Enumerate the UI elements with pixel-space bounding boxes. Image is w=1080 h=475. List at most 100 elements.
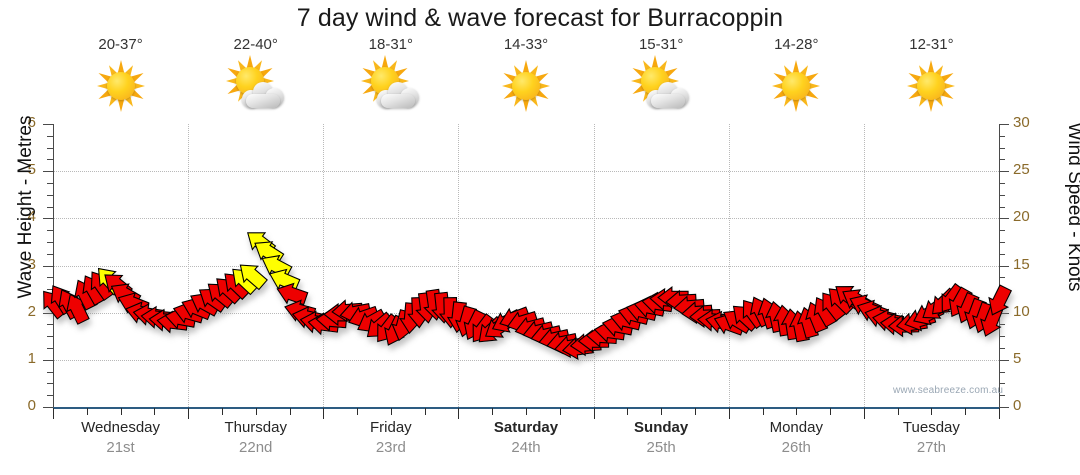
sun-icon — [93, 58, 149, 114]
right-minor-tick — [999, 300, 1005, 302]
day-header: 12-31° — [861, 36, 1001, 120]
bottom-major-tick — [728, 408, 730, 419]
left-major-tick — [43, 265, 53, 267]
right-minor-tick — [999, 147, 1005, 149]
day-date: 27th — [916, 439, 947, 456]
right-tick-label: 20 — [1013, 208, 1030, 226]
right-minor-tick — [999, 383, 1005, 385]
left-minor-tick — [47, 230, 53, 232]
right-major-tick — [999, 359, 1009, 361]
day-name: Wednesday — [81, 419, 161, 436]
bottom-minor-tick — [931, 408, 933, 415]
right-tick-label: 5 — [1013, 349, 1022, 367]
temperature-range: 22-40° — [233, 36, 278, 53]
bottom-minor-tick — [526, 408, 527, 415]
partly-cloudy-icon — [225, 55, 284, 114]
plot-area — [53, 124, 999, 407]
left-minor-tick — [47, 336, 53, 338]
bottom-minor-tick — [796, 408, 798, 415]
right-minor-tick — [999, 395, 1005, 397]
day-header: 14-33° — [456, 36, 596, 120]
left-major-tick — [43, 171, 53, 173]
vertical-gridline — [863, 124, 865, 407]
right-minor-tick — [999, 336, 1005, 338]
left-tick-label: 5 — [27, 161, 36, 179]
right-tick-label: 0 — [1013, 397, 1022, 414]
bottom-minor-tick — [289, 408, 291, 415]
horizontal-gridline — [53, 312, 999, 314]
sun-icon — [357, 53, 413, 109]
day-name: Sunday — [634, 419, 689, 436]
day-date: 21st — [106, 439, 135, 456]
bottom-major-tick — [323, 408, 325, 419]
day-date: 23rd — [375, 439, 406, 456]
horizontal-gridline — [53, 265, 999, 267]
bottom-major-tick — [593, 408, 595, 419]
bottom-minor-tick — [897, 408, 899, 415]
bottom-minor-tick — [965, 408, 967, 415]
bottom-minor-tick — [221, 408, 223, 415]
day-footer: Friday 23rd — [321, 418, 461, 468]
right-tick-label: 25 — [1013, 161, 1030, 179]
right-major-tick — [999, 407, 1009, 408]
left-major-tick — [43, 407, 53, 408]
day-footer: Sunday 25th — [591, 418, 731, 468]
partly-cloudy-icon — [630, 55, 690, 114]
horizontal-gridline — [53, 171, 999, 173]
left-minor-tick — [47, 159, 53, 161]
day-header: 22-40° — [186, 36, 326, 120]
left-tick-label: 3 — [27, 255, 36, 273]
horizontal-gridline — [53, 359, 999, 361]
left-minor-tick — [47, 194, 53, 196]
right-major-tick — [999, 265, 1009, 267]
left-tick-label: 6 — [27, 114, 36, 131]
temperature-range: 15-31° — [638, 36, 684, 53]
day-name: Friday — [370, 419, 412, 436]
vertical-gridline — [593, 124, 595, 407]
watermark: www.seabreeze.com.au — [893, 385, 1004, 396]
bottom-minor-tick — [390, 408, 392, 415]
left-tick-label: 4 — [27, 208, 36, 226]
temperature-range: 12-31° — [909, 36, 954, 53]
day-name: Saturday — [493, 419, 559, 436]
day-date: 22nd — [239, 439, 273, 456]
left-minor-tick — [47, 300, 53, 302]
sun-icon — [768, 58, 824, 114]
day-footer: Saturday 24th — [456, 418, 596, 468]
sun-icon — [222, 53, 278, 109]
bottom-minor-tick — [627, 408, 629, 415]
right-axis-title: Wind Speed - Knots — [1064, 122, 1080, 292]
right-major-tick — [999, 124, 1009, 125]
temperature-range: 14-33° — [503, 36, 549, 53]
bottom-minor-tick — [661, 408, 663, 415]
right-minor-tick — [999, 289, 1005, 291]
bottom-major-tick — [53, 408, 54, 419]
vertical-gridline — [323, 124, 325, 407]
left-minor-tick — [47, 348, 53, 350]
bottom-minor-tick — [255, 408, 257, 415]
right-minor-tick — [999, 371, 1005, 373]
temperature-range: 14-28° — [774, 36, 819, 53]
sunny-icon — [93, 58, 149, 114]
day-footer: Wednesday 21st — [51, 418, 191, 468]
sun-icon — [627, 53, 683, 109]
left-axis-line — [53, 124, 54, 407]
left-minor-tick — [47, 395, 53, 397]
left-major-tick — [43, 124, 53, 125]
temperature-range: 18-31° — [368, 36, 414, 53]
partly-cloudy-icon — [360, 55, 419, 114]
right-minor-tick — [999, 206, 1005, 208]
bottom-minor-tick — [559, 408, 561, 415]
bottom-major-tick — [999, 408, 1000, 419]
right-minor-tick — [999, 253, 1005, 255]
right-minor-tick — [999, 241, 1005, 243]
right-minor-tick — [999, 194, 1005, 196]
left-major-tick — [43, 218, 53, 220]
bottom-minor-tick — [762, 408, 764, 415]
vertical-gridline — [728, 124, 730, 407]
day-date: 26th — [781, 439, 811, 456]
temperature-range: 20-37° — [98, 36, 143, 53]
right-tick-label: 10 — [1013, 302, 1030, 320]
bottom-minor-tick — [694, 408, 696, 415]
